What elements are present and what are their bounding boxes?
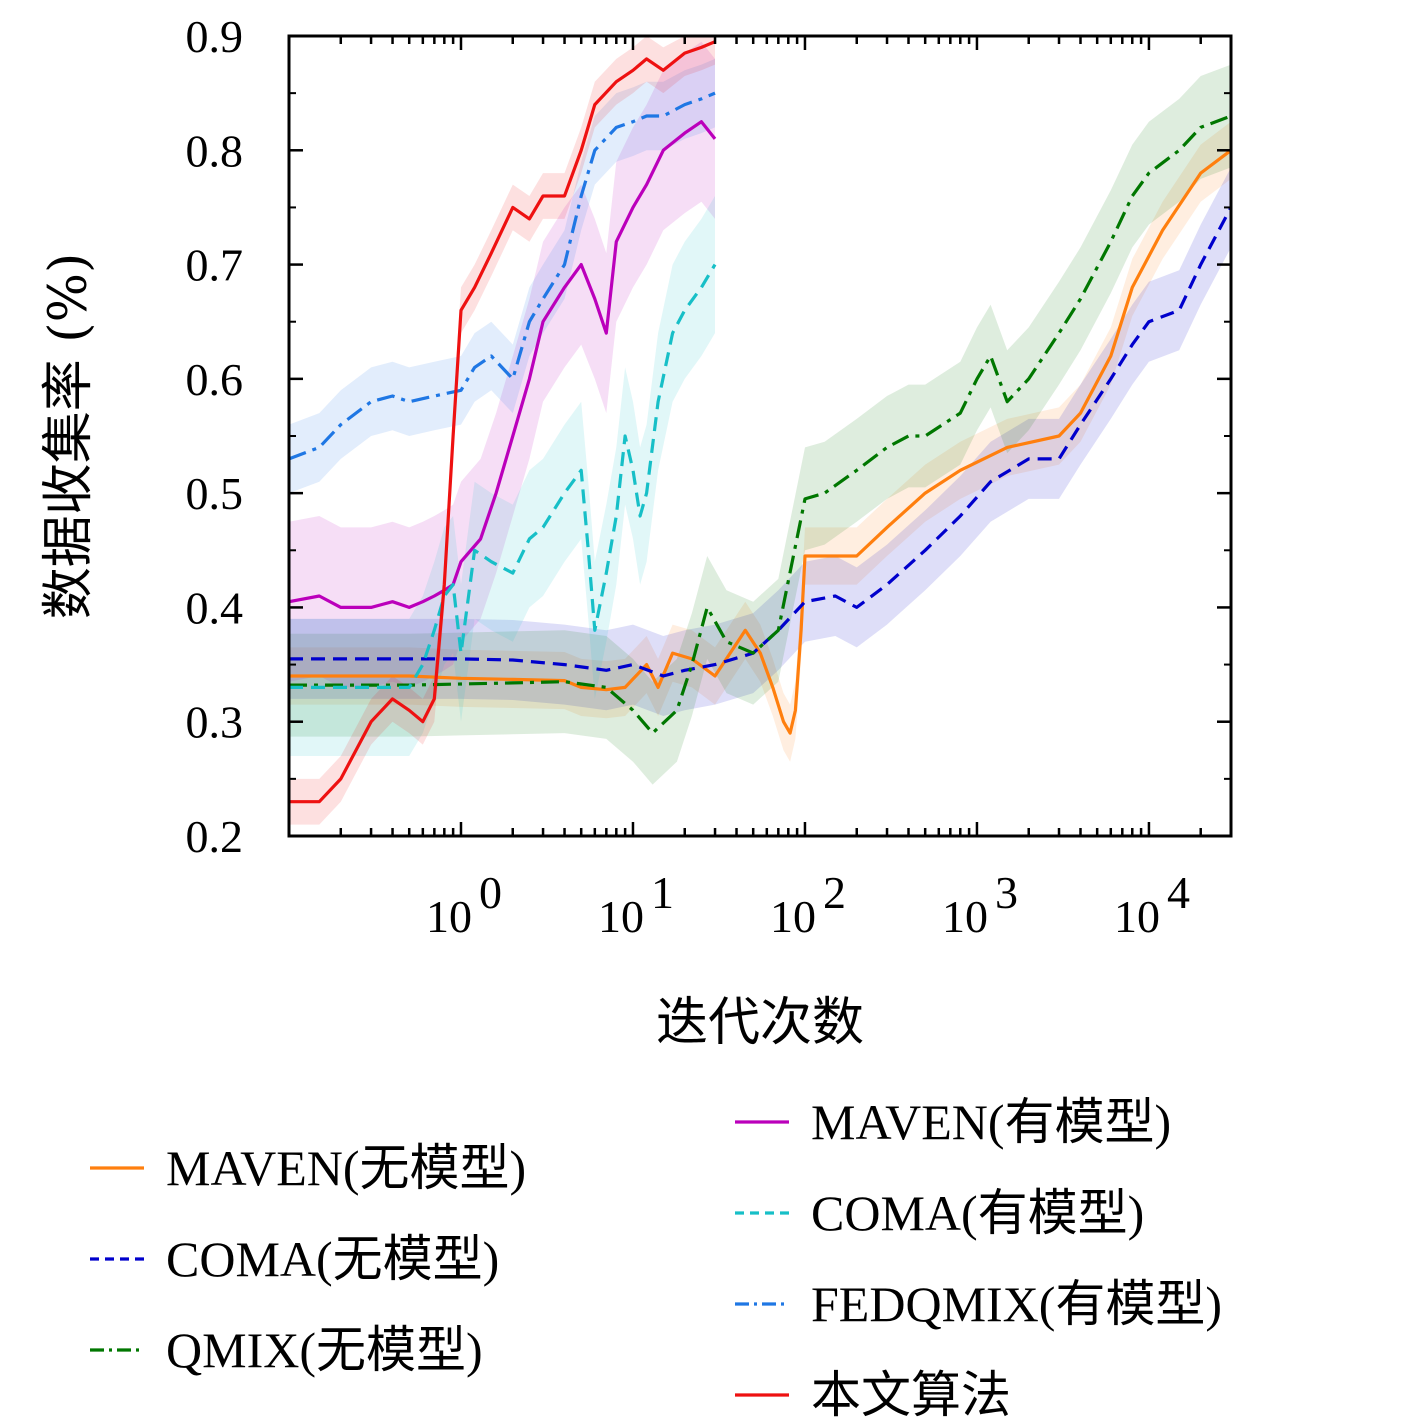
series-band-3 — [289, 41, 715, 688]
x-tick-exponent: 2 — [823, 867, 846, 918]
x-tick-label: 10 — [942, 891, 988, 942]
series-band-5 — [289, 58, 715, 494]
y-tick-label: 0.9 — [186, 11, 244, 62]
legend-label: MAVEN(有模型) — [811, 1094, 1171, 1150]
legend-label: FEDQMIX(有模型) — [811, 1276, 1222, 1332]
x-axis: 10 0 10 1 10 2 10 3 10 4 — [287, 36, 1233, 942]
y-tick-label: 0.7 — [186, 240, 244, 291]
x-tick-exponent: 1 — [651, 867, 674, 918]
legend-label: 本文算法 — [811, 1367, 1011, 1423]
series-line-2 — [289, 114, 1232, 735]
y-tick-label: 0.3 — [186, 697, 244, 748]
series-band-0 — [289, 121, 1231, 762]
y-axis-title: 数据收集率 (%) — [39, 253, 99, 620]
series-line-0 — [289, 149, 1232, 735]
legend-label: COMA(无模型) — [166, 1231, 499, 1287]
x-tick-exponent: 3 — [995, 867, 1018, 918]
x-axis-title: 迭代次数 — [656, 993, 864, 1053]
x-tick-exponent: 0 — [479, 867, 502, 918]
series-line-5 — [288, 91, 716, 461]
legend-label: QMIX(无模型) — [166, 1322, 483, 1378]
series-line-6 — [289, 40, 716, 804]
y-tick-label: 0.4 — [186, 582, 244, 633]
y-tick-label: 0.6 — [186, 354, 244, 405]
y-tick-label: 0.5 — [186, 468, 244, 519]
confidence-bands — [289, 36, 1231, 825]
x-tick-label: 10 — [426, 891, 472, 942]
series-band-4 — [289, 196, 715, 756]
legend-label: MAVEN(无模型) — [166, 1140, 526, 1196]
x-tick-label: 10 — [598, 891, 644, 942]
x-tick-exponent: 4 — [1167, 867, 1190, 918]
series-lines — [288, 40, 1233, 804]
series-line-4 — [289, 263, 717, 689]
legend-label: COMA(有模型) — [811, 1185, 1144, 1241]
series-line-1 — [289, 206, 1233, 678]
y-tick-label: 0.2 — [186, 811, 244, 862]
x-tick-label: 10 — [1114, 891, 1160, 942]
y-tick-label: 0.8 — [186, 125, 244, 176]
x-tick-label: 10 — [770, 891, 816, 942]
series-band-2 — [289, 64, 1231, 785]
series-band-1 — [289, 167, 1231, 716]
legend: MAVEN(无模型) COMA(无模型) QMIX(无模型) MAVEN(有模型) CO… — [90, 1094, 1222, 1423]
series-line-3 — [288, 120, 717, 609]
y-axis: 0.2 0.3 0.4 0.5 0.6 0.7 0.8 0.9 — [186, 11, 1231, 862]
